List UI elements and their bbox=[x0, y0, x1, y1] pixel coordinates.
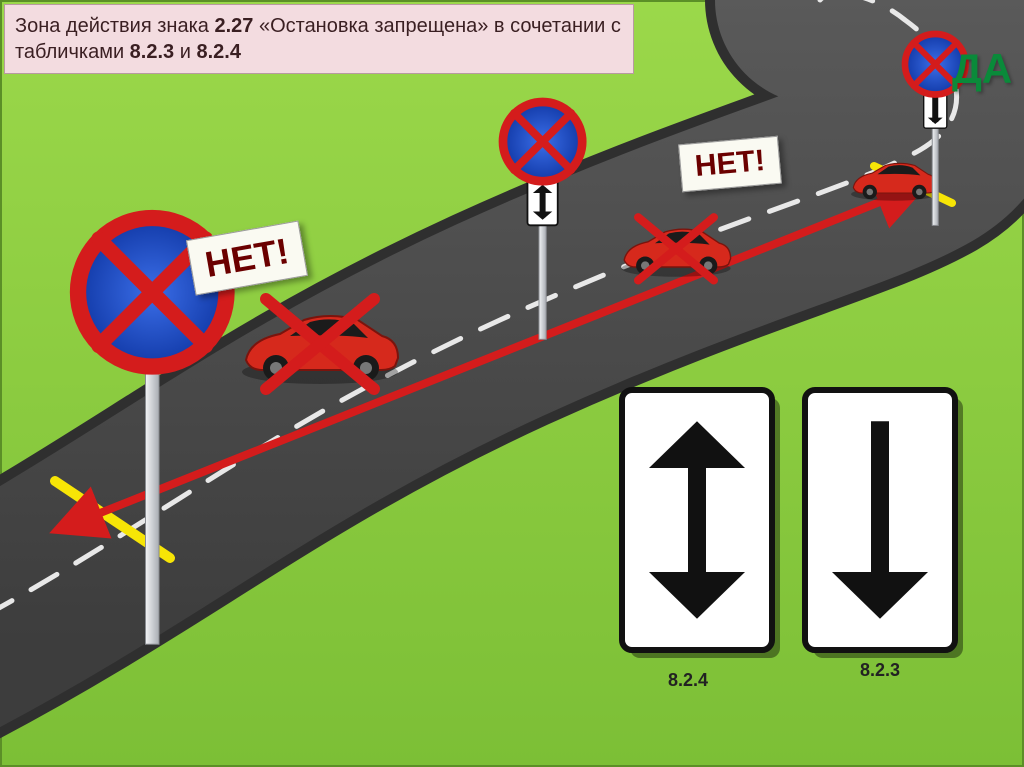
title-ref-b: 8.2.3 bbox=[130, 41, 174, 63]
plate-caption-8.2.3: 8.2.3 bbox=[860, 660, 900, 681]
title-ref-a: 2.27 bbox=[214, 15, 253, 37]
title-ref-c: 8.2.4 bbox=[196, 41, 240, 63]
scene-canvas bbox=[0, 0, 1024, 767]
title-prefix: Зона действия знака bbox=[15, 15, 214, 37]
sign-pole bbox=[146, 344, 160, 644]
title-box: Зона действия знака 2.27 «Остановка запр… bbox=[4, 4, 634, 74]
plate-caption-8.2.4: 8.2.4 bbox=[668, 670, 708, 691]
no-stopping-sign-icon bbox=[503, 102, 582, 181]
label-net-1: НЕТ! bbox=[678, 136, 782, 193]
label-da: ДА bbox=[952, 45, 1012, 93]
title-and: и bbox=[174, 41, 196, 63]
